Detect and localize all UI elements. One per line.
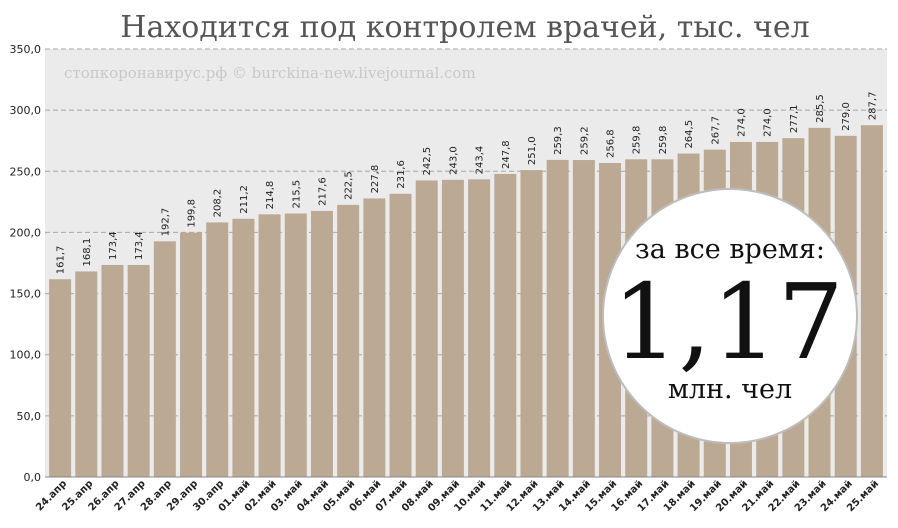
- data-label: 279,0: [841, 102, 852, 131]
- bar: [232, 218, 255, 477]
- data-label: 161,7: [56, 246, 67, 275]
- total-badge-value: 1,17: [612, 261, 844, 383]
- x-axis-ticks: 24.апр25.апр26.апр27.апр28.апр29.апр30.а…: [34, 478, 881, 514]
- data-label: 192,7: [160, 208, 171, 237]
- total-badge-unit: млн. чел: [668, 374, 792, 405]
- bar: [468, 179, 491, 477]
- data-label: 173,4: [108, 231, 119, 260]
- bar: [180, 232, 203, 477]
- data-label: 259,8: [658, 126, 669, 155]
- y-tick-label: 50,0: [17, 410, 42, 423]
- data-label: 277,1: [789, 105, 800, 134]
- data-label: 274,0: [736, 108, 747, 137]
- total-badge-caption: за все время:: [635, 234, 825, 265]
- bar: [284, 213, 307, 477]
- data-label: 287,7: [867, 92, 878, 121]
- bar: [389, 193, 412, 477]
- data-label: 267,7: [710, 116, 721, 145]
- bar: [153, 241, 176, 477]
- bar: [337, 204, 360, 477]
- data-label: 251,0: [527, 136, 538, 165]
- y-tick-label: 200,0: [10, 226, 42, 239]
- bar: [860, 125, 883, 478]
- bar: [520, 170, 543, 477]
- y-tick-label: 250,0: [10, 165, 42, 178]
- bar: [258, 214, 281, 477]
- y-tick-label: 300,0: [10, 104, 42, 117]
- data-label: 242,5: [422, 147, 433, 176]
- watermark: стопкоронавирус.рф © burckina-new.livejo…: [64, 64, 476, 82]
- bar: [127, 264, 150, 477]
- data-label: 211,2: [239, 185, 250, 214]
- bar: [49, 279, 72, 477]
- total-badge: за все время: 1,17 млн. чел: [602, 188, 858, 444]
- data-label: 243,4: [475, 146, 486, 175]
- data-label: 222,5: [344, 171, 355, 200]
- bar: [494, 173, 517, 477]
- data-label: 215,5: [291, 180, 302, 209]
- y-tick-label: 100,0: [10, 349, 42, 362]
- chart-title: Находится под контролем врачей, тыс. чел: [120, 10, 809, 45]
- data-label: 227,8: [370, 165, 381, 194]
- data-label: 199,8: [187, 199, 198, 228]
- y-tick-label: 0,0: [24, 471, 42, 484]
- bar: [310, 210, 333, 477]
- y-axis-ticks: 0,0 50,0 100,0 150,0 200,0 250,0 300,0 350,0: [10, 43, 42, 484]
- data-label: 173,4: [134, 231, 145, 260]
- y-tick-label: 350,0: [10, 43, 42, 56]
- data-label: 243,0: [448, 146, 459, 175]
- bar: [546, 159, 569, 477]
- bar: [206, 222, 229, 477]
- data-label: 217,6: [317, 177, 328, 206]
- bar: [572, 160, 595, 477]
- data-label: 208,2: [213, 189, 224, 218]
- data-label: 259,8: [632, 126, 643, 155]
- data-label: 168,1: [82, 238, 93, 267]
- total-badge-circle: [602, 188, 858, 444]
- data-label: 285,5: [815, 94, 826, 123]
- data-label: 259,3: [553, 126, 564, 155]
- bar: [441, 179, 464, 478]
- data-label: 247,8: [501, 140, 512, 169]
- bar: [415, 180, 438, 477]
- bar: [363, 198, 386, 477]
- data-label: 231,6: [396, 160, 407, 189]
- data-label: 214,8: [265, 181, 276, 210]
- data-labels: 161,7 168,1 173,4 173,4 192,7 199,8 208,2 211,2…: [56, 92, 879, 275]
- y-tick-label: 150,0: [10, 288, 42, 301]
- data-label: 256,8: [606, 129, 617, 158]
- bar: [75, 271, 98, 477]
- data-label: 259,2: [579, 126, 590, 155]
- bar: [101, 264, 124, 477]
- data-label: 274,0: [763, 108, 774, 137]
- data-label: 264,5: [684, 120, 695, 149]
